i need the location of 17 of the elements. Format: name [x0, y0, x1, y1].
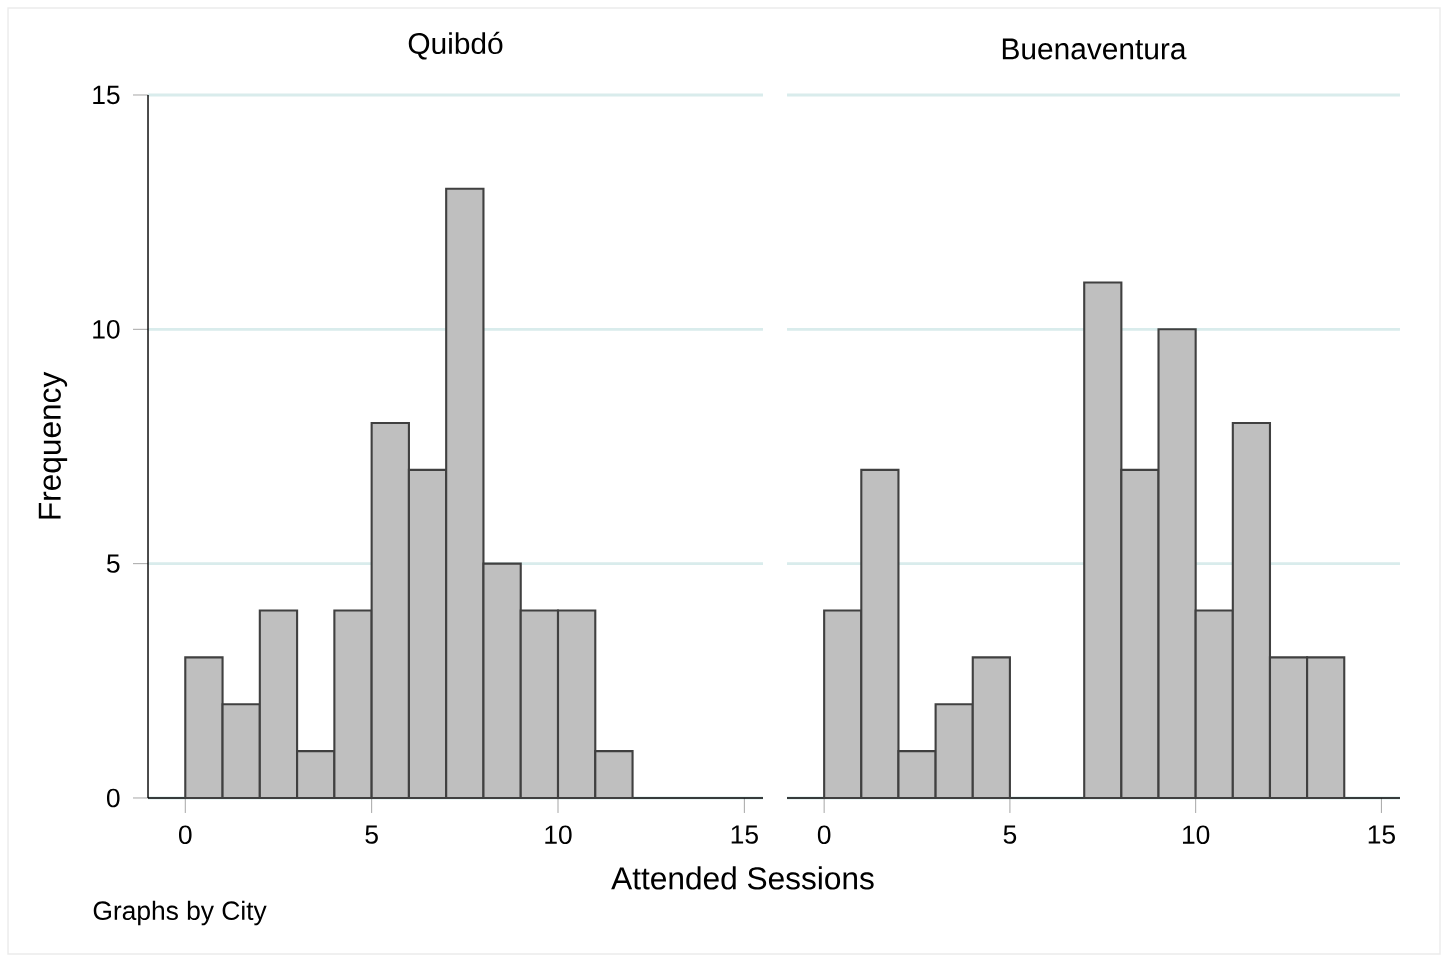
y-axis-title: Frequency — [38, 371, 68, 519]
x-tick-label: 0 — [817, 825, 831, 845]
x-tick-label: 15 — [731, 825, 758, 844]
y-tick-label: 5 — [106, 554, 120, 573]
x-tick-label: 10 — [1182, 825, 1210, 845]
y-tick-label: 0 — [106, 788, 120, 808]
chart-title: Quibdó — [408, 31, 503, 60]
x-tick-label: 0 — [179, 825, 192, 845]
y-tick-label: 15 — [93, 85, 120, 105]
x-axis-title: Attended Sessions — [611, 866, 874, 890]
y-tick-label: 10 — [93, 319, 120, 339]
x-tick-label: 15 — [1368, 825, 1395, 844]
x-tick-label: 10 — [545, 825, 572, 845]
text: Graphs by City — [93, 900, 267, 926]
x-tick-label: 5 — [365, 825, 378, 844]
chart-title: Buenaventura — [1002, 38, 1187, 60]
x-tick-label: 5 — [1003, 825, 1017, 844]
